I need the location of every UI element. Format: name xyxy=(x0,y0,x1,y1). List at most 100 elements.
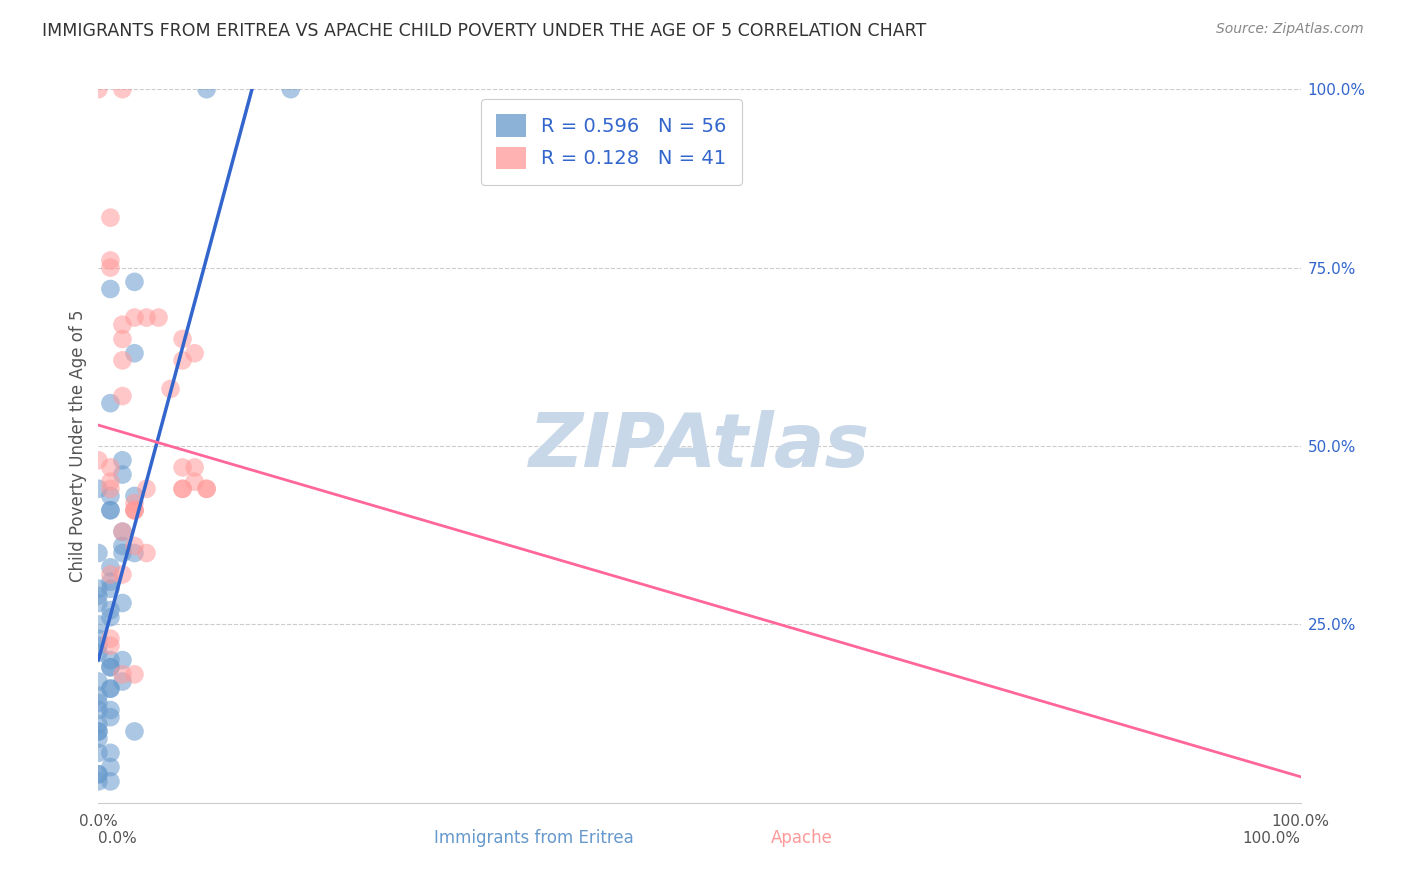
Point xyxy=(172,482,194,496)
Point xyxy=(100,603,122,617)
Point xyxy=(100,503,122,517)
Point xyxy=(124,503,146,517)
Point xyxy=(195,482,218,496)
Point xyxy=(100,567,122,582)
Point xyxy=(111,539,134,553)
Point xyxy=(100,574,122,589)
Point xyxy=(111,524,134,539)
Point xyxy=(111,653,134,667)
Point xyxy=(87,767,110,781)
Point xyxy=(172,353,194,368)
Point xyxy=(87,724,110,739)
Point xyxy=(87,482,110,496)
Point xyxy=(87,674,110,689)
Point xyxy=(111,546,134,560)
Point xyxy=(100,260,122,275)
Point xyxy=(100,482,122,496)
Point xyxy=(87,746,110,760)
Point xyxy=(87,774,110,789)
Point xyxy=(100,489,122,503)
Point xyxy=(148,310,170,325)
Point xyxy=(100,610,122,624)
Point xyxy=(124,489,146,503)
Point xyxy=(100,746,122,760)
Point xyxy=(100,582,122,596)
Point xyxy=(124,503,146,517)
Point xyxy=(100,660,122,674)
Point xyxy=(87,589,110,603)
Point xyxy=(100,710,122,724)
Point xyxy=(87,646,110,660)
Point xyxy=(100,703,122,717)
Text: 0.0%: 0.0% xyxy=(98,831,138,846)
Point xyxy=(87,717,110,731)
Point xyxy=(87,767,110,781)
Point xyxy=(100,632,122,646)
Point xyxy=(124,496,146,510)
Point xyxy=(100,282,122,296)
Text: Immigrants from Eritrea: Immigrants from Eritrea xyxy=(434,829,634,847)
Point xyxy=(100,653,122,667)
Point xyxy=(183,460,205,475)
Y-axis label: Child Poverty Under the Age of 5: Child Poverty Under the Age of 5 xyxy=(69,310,87,582)
Point xyxy=(124,667,146,681)
Point xyxy=(100,660,122,674)
Point xyxy=(124,539,146,553)
Point xyxy=(111,596,134,610)
Point xyxy=(87,731,110,746)
Point xyxy=(135,546,157,560)
Point xyxy=(87,453,110,467)
Point xyxy=(87,632,110,646)
Point xyxy=(195,82,218,96)
Point xyxy=(111,353,134,368)
Point xyxy=(87,82,110,96)
Point xyxy=(124,346,146,360)
Point xyxy=(172,460,194,475)
Point xyxy=(100,211,122,225)
Point xyxy=(135,310,157,325)
Point xyxy=(111,667,134,681)
Point xyxy=(195,482,218,496)
Legend: R = 0.596   N = 56, R = 0.128   N = 41: R = 0.596 N = 56, R = 0.128 N = 41 xyxy=(481,99,742,185)
Point xyxy=(280,82,302,96)
Point xyxy=(159,382,181,396)
Point xyxy=(100,560,122,574)
Point xyxy=(111,318,134,332)
Point xyxy=(100,760,122,774)
Point xyxy=(111,467,134,482)
Point xyxy=(100,681,122,696)
Point xyxy=(135,482,157,496)
Point xyxy=(100,475,122,489)
Point xyxy=(87,596,110,610)
Point xyxy=(111,332,134,346)
Point xyxy=(100,460,122,475)
Point xyxy=(111,674,134,689)
Point xyxy=(87,703,110,717)
Point xyxy=(124,724,146,739)
Point xyxy=(111,389,134,403)
Point xyxy=(124,310,146,325)
Point xyxy=(87,724,110,739)
Point xyxy=(100,396,122,410)
Point xyxy=(111,524,134,539)
Point xyxy=(100,774,122,789)
Point xyxy=(183,475,205,489)
Text: Apache: Apache xyxy=(770,829,832,847)
Point xyxy=(100,503,122,517)
Point xyxy=(87,639,110,653)
Point xyxy=(124,275,146,289)
Point xyxy=(124,546,146,560)
Point xyxy=(172,332,194,346)
Point xyxy=(124,503,146,517)
Point xyxy=(87,696,110,710)
Point xyxy=(87,617,110,632)
Point xyxy=(87,689,110,703)
Point xyxy=(111,453,134,467)
Point xyxy=(100,681,122,696)
Point xyxy=(100,639,122,653)
Text: Source: ZipAtlas.com: Source: ZipAtlas.com xyxy=(1216,22,1364,37)
Point xyxy=(111,82,134,96)
Point xyxy=(87,582,110,596)
Text: 100.0%: 100.0% xyxy=(1243,831,1301,846)
Point xyxy=(100,253,122,268)
